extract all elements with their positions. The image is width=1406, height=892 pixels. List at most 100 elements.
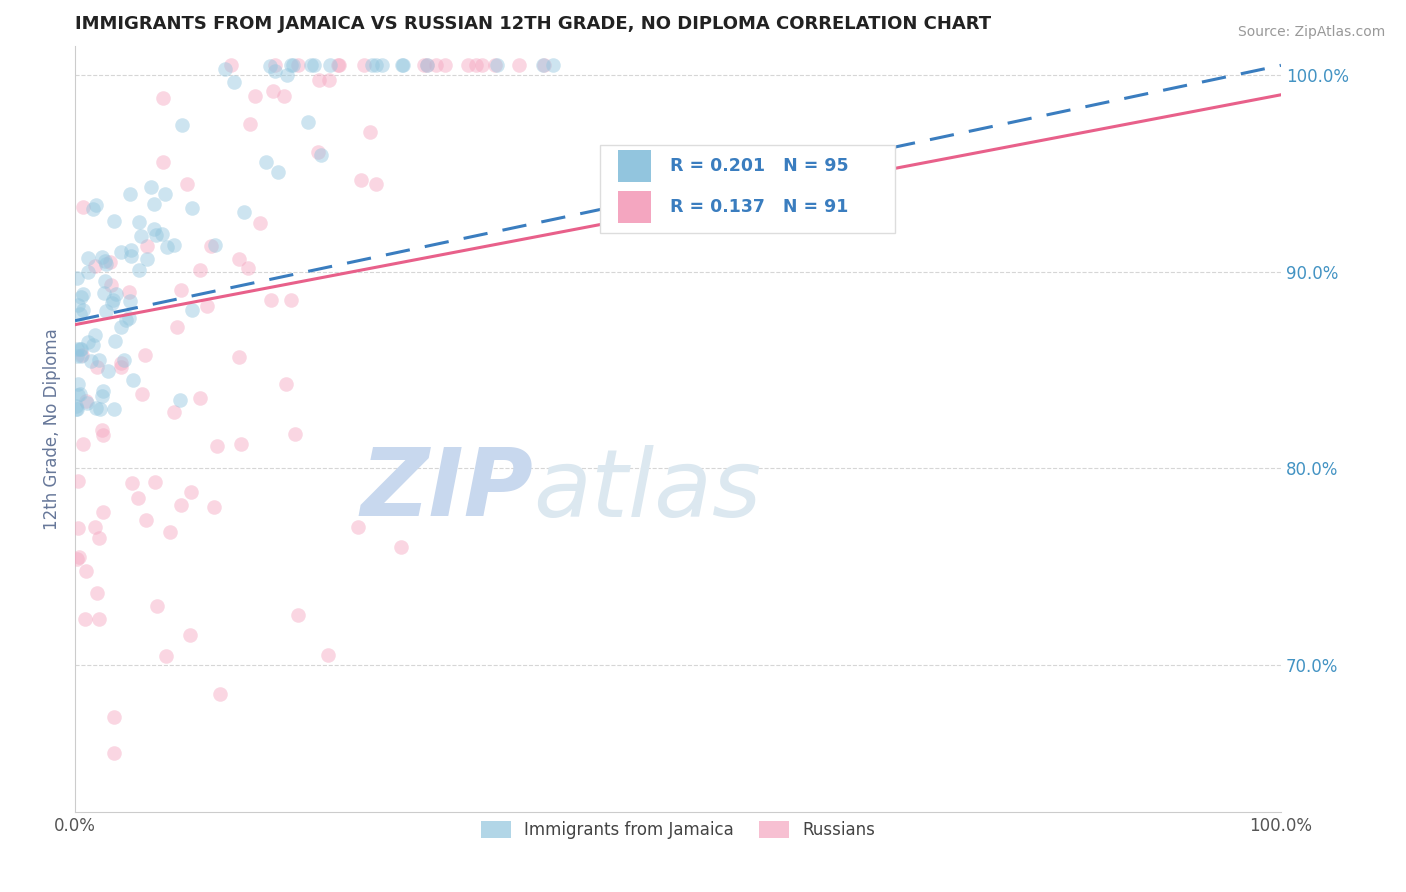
Point	[152, 90, 174, 104]
Point	[263, 58, 285, 72]
Point	[66, 552, 89, 566]
Point	[103, 746, 125, 760]
Point	[169, 393, 191, 408]
Point	[120, 293, 142, 308]
Point	[302, 58, 325, 72]
Point	[319, 58, 342, 72]
Point	[84, 198, 107, 212]
Point	[236, 260, 259, 275]
Point	[181, 303, 204, 318]
Point	[197, 299, 219, 313]
Point	[128, 215, 150, 229]
Point	[239, 117, 262, 131]
Point	[94, 253, 117, 268]
Point	[69, 387, 91, 401]
Point	[75, 565, 97, 579]
Point	[391, 58, 413, 72]
Point	[67, 474, 90, 488]
Point	[163, 405, 186, 419]
Point	[541, 58, 564, 72]
Point	[66, 271, 89, 285]
Point	[87, 352, 110, 367]
Point	[359, 125, 381, 139]
Point	[531, 58, 554, 72]
Bar	[617, 191, 651, 223]
Point	[70, 348, 93, 362]
Text: R = 0.137   N = 91: R = 0.137 N = 91	[669, 198, 848, 216]
Point	[146, 599, 169, 614]
Point	[180, 484, 202, 499]
Point	[104, 287, 127, 301]
Point	[179, 628, 201, 642]
Point	[228, 350, 250, 364]
Point	[70, 290, 93, 304]
Point	[103, 402, 125, 417]
Point	[72, 303, 94, 318]
Point	[112, 353, 135, 368]
Point	[69, 307, 91, 321]
Point	[188, 262, 211, 277]
Point	[66, 377, 89, 392]
Point	[214, 62, 236, 76]
Point	[156, 240, 179, 254]
Point	[249, 215, 271, 229]
Point	[72, 200, 94, 214]
Point	[260, 293, 283, 308]
Point	[110, 356, 132, 370]
Point	[280, 293, 302, 307]
Point	[118, 311, 141, 326]
Point	[262, 84, 284, 98]
Point	[276, 377, 298, 392]
Point	[83, 260, 105, 274]
Point	[103, 709, 125, 723]
Point	[83, 328, 105, 343]
Point	[371, 58, 394, 72]
Point	[127, 491, 149, 505]
Point	[76, 252, 98, 266]
Point	[97, 364, 120, 378]
Point	[103, 214, 125, 228]
Point	[264, 64, 287, 78]
Text: IMMIGRANTS FROM JAMAICA VS RUSSIAN 12TH GRADE, NO DIPLOMA CORRELATION CHART: IMMIGRANTS FROM JAMAICA VS RUSSIAN 12TH …	[75, 15, 991, 33]
Point	[416, 58, 439, 72]
Legend: Immigrants from Jamaica, Russians: Immigrants from Jamaica, Russians	[474, 814, 882, 846]
Point	[82, 338, 104, 352]
Point	[76, 335, 98, 350]
FancyBboxPatch shape	[599, 145, 896, 234]
Point	[84, 401, 107, 415]
Point	[145, 227, 167, 242]
Point	[299, 58, 322, 72]
Point	[208, 687, 231, 701]
Point	[254, 155, 277, 169]
Point	[80, 354, 103, 368]
Point	[118, 285, 141, 299]
Point	[228, 252, 250, 267]
Point	[128, 263, 150, 277]
Point	[93, 285, 115, 300]
Point	[135, 512, 157, 526]
Point	[169, 498, 191, 512]
Point	[347, 520, 370, 534]
Point	[66, 402, 89, 417]
Point	[66, 342, 89, 356]
Point	[143, 221, 166, 235]
Point	[221, 58, 243, 72]
Point	[392, 58, 415, 72]
Point	[508, 58, 530, 72]
Point	[233, 204, 256, 219]
Point	[103, 293, 125, 307]
Point	[412, 58, 434, 72]
Point	[66, 349, 89, 363]
Point	[76, 395, 98, 409]
Point	[464, 58, 486, 72]
Point	[115, 313, 138, 327]
Point	[110, 245, 132, 260]
Point	[259, 59, 281, 73]
Point	[434, 58, 457, 72]
Point	[328, 58, 350, 72]
Point	[222, 75, 245, 89]
Point	[89, 402, 111, 417]
Point	[326, 58, 349, 72]
Point	[75, 393, 97, 408]
Point	[229, 436, 252, 450]
